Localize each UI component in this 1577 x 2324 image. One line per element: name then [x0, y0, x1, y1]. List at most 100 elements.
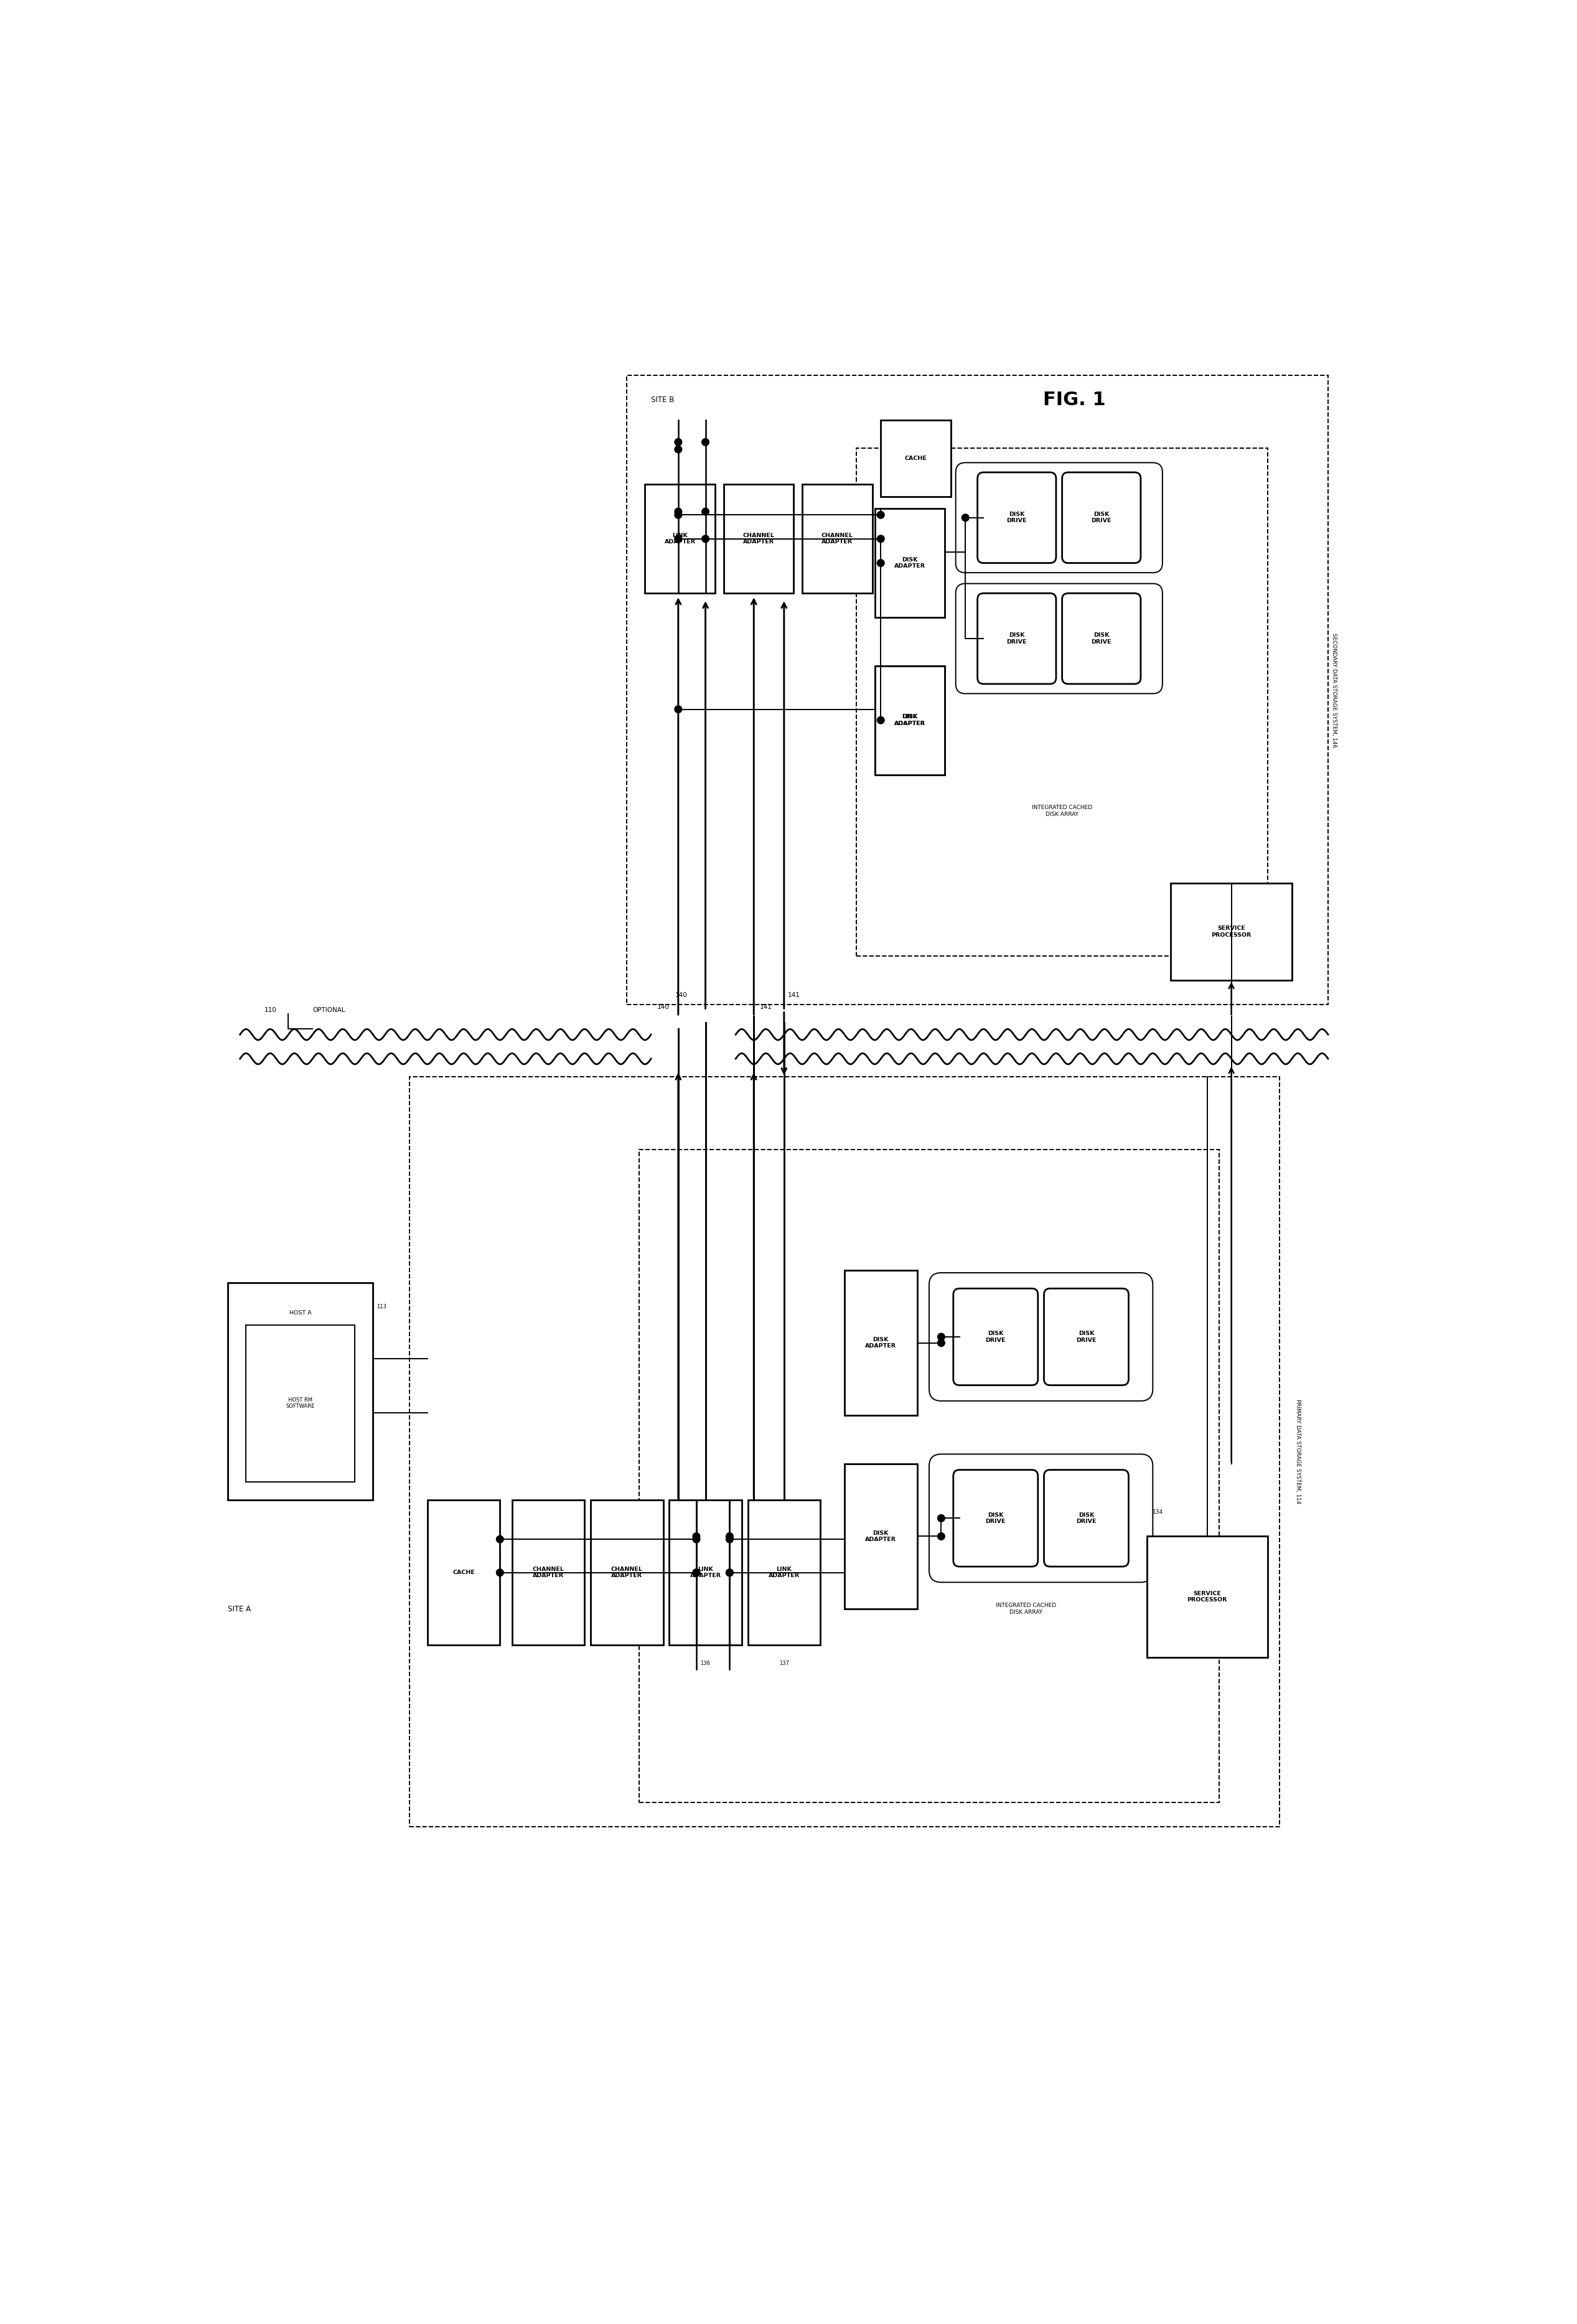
Circle shape [938, 1334, 945, 1341]
Text: 140: 140 [658, 1004, 669, 1011]
Bar [427, 1499, 500, 1645]
Circle shape [725, 1569, 733, 1576]
Bar [410, 1076, 1279, 1827]
Circle shape [702, 439, 710, 446]
Text: 113: 113 [377, 1304, 386, 1308]
Circle shape [675, 446, 681, 453]
Text: SECONDARY DATA STORAGE SYSTEM, 146: SECONDARY DATA STORAGE SYSTEM, 146 [1331, 632, 1337, 748]
Text: CACHE: CACHE [453, 1569, 475, 1576]
Text: DISK
ADAPTER: DISK ADAPTER [894, 713, 926, 725]
Text: LINK
ADAPTER: LINK ADAPTER [689, 1566, 721, 1578]
Circle shape [725, 1569, 733, 1576]
Text: DISK
DRIVE: DISK DRIVE [1006, 632, 1027, 644]
Bar [844, 1464, 916, 1608]
FancyBboxPatch shape [1044, 1287, 1129, 1385]
FancyBboxPatch shape [953, 1287, 1038, 1385]
Text: OPTIONAL: OPTIONAL [312, 1006, 345, 1013]
Circle shape [877, 560, 885, 567]
Text: DISK
DRIVE: DISK DRIVE [1006, 511, 1027, 523]
Circle shape [692, 1536, 700, 1543]
Bar [724, 483, 793, 593]
Circle shape [675, 706, 681, 713]
Circle shape [938, 1339, 945, 1346]
Text: DISK
ADAPTER: DISK ADAPTER [894, 558, 926, 569]
Text: DISK
DRIVE: DISK DRIVE [986, 1513, 1006, 1525]
Circle shape [877, 716, 885, 723]
Text: 136: 136 [700, 1662, 710, 1666]
Circle shape [675, 439, 681, 446]
Circle shape [877, 535, 885, 541]
Circle shape [938, 1515, 945, 1522]
Text: PRIMARY DATA STORAGE SYSTEM, 114: PRIMARY DATA STORAGE SYSTEM, 114 [1295, 1399, 1301, 1504]
Bar [669, 1499, 741, 1645]
Bar [880, 421, 951, 497]
Bar [246, 1325, 355, 1483]
Text: 140: 140 [675, 992, 688, 999]
Circle shape [702, 535, 710, 541]
Text: CHANNEL
ADAPTER: CHANNEL ADAPTER [822, 532, 853, 544]
Circle shape [675, 535, 681, 541]
Text: SITE B: SITE B [651, 395, 675, 404]
Bar [229, 1283, 374, 1499]
Circle shape [725, 1536, 733, 1543]
Bar [875, 665, 945, 774]
Circle shape [938, 1534, 945, 1541]
Bar [1146, 1536, 1268, 1657]
Text: INTEGRATED CACHED
DISK ARRAY: INTEGRATED CACHED DISK ARRAY [995, 1604, 1057, 1615]
Text: 134: 134 [1153, 1508, 1164, 1515]
Text: CHANNEL
ADAPTER: CHANNEL ADAPTER [610, 1566, 643, 1578]
Text: 110: 110 [265, 1006, 276, 1013]
Bar [513, 1499, 585, 1645]
Text: HOST RM
SOFTWARE: HOST RM SOFTWARE [285, 1397, 315, 1408]
Circle shape [692, 1569, 700, 1576]
Text: SITE A: SITE A [229, 1606, 251, 1613]
Text: HOST A: HOST A [289, 1311, 312, 1315]
Text: LINK
ADAPTER: LINK ADAPTER [664, 532, 695, 544]
FancyBboxPatch shape [978, 593, 1057, 683]
FancyBboxPatch shape [1061, 593, 1140, 683]
Text: DISK
DRIVE: DISK DRIVE [1076, 1513, 1096, 1525]
Text: DISK
ADAPTER: DISK ADAPTER [866, 1529, 896, 1543]
Text: DISK
DRIVE: DISK DRIVE [1091, 632, 1112, 644]
Bar [875, 509, 945, 618]
Text: SERVICE
PROCESSOR: SERVICE PROCESSOR [1211, 925, 1252, 939]
Bar [803, 483, 872, 593]
Circle shape [497, 1569, 503, 1576]
Bar [1170, 883, 1292, 981]
Text: 137: 137 [779, 1662, 789, 1666]
Bar [639, 1150, 1219, 1803]
Text: CHANNEL
ADAPTER: CHANNEL ADAPTER [743, 532, 774, 544]
FancyBboxPatch shape [1044, 1469, 1129, 1566]
Circle shape [702, 509, 710, 516]
Bar [875, 665, 945, 774]
FancyBboxPatch shape [953, 1469, 1038, 1566]
Text: LINK
ADAPTER: LINK ADAPTER [768, 1566, 800, 1578]
Circle shape [675, 511, 681, 518]
Bar [844, 1271, 916, 1415]
Text: INTEGRATED CACHED
DISK ARRAY: INTEGRATED CACHED DISK ARRAY [1031, 804, 1093, 818]
Circle shape [877, 511, 885, 518]
Circle shape [962, 514, 968, 521]
Text: 141: 141 [760, 1004, 773, 1011]
Bar [747, 1499, 820, 1645]
Text: DISK
DRIVE: DISK DRIVE [1076, 1332, 1096, 1343]
Text: DISK
ADAPTER: DISK ADAPTER [866, 1336, 896, 1348]
FancyBboxPatch shape [978, 472, 1057, 562]
Text: DISK
DRIVE: DISK DRIVE [986, 1332, 1006, 1343]
Bar [591, 1499, 664, 1645]
Bar [856, 449, 1268, 955]
Text: FIG. 1: FIG. 1 [1042, 390, 1105, 409]
Circle shape [692, 1534, 700, 1541]
Circle shape [675, 509, 681, 516]
Circle shape [692, 1569, 700, 1576]
Bar [628, 376, 1328, 1004]
Text: CACHE: CACHE [905, 456, 927, 460]
FancyBboxPatch shape [1061, 472, 1140, 562]
Text: LINK
ADAPTER: LINK ADAPTER [894, 713, 926, 725]
Text: DISK
DRIVE: DISK DRIVE [1091, 511, 1112, 523]
Circle shape [497, 1536, 503, 1543]
Circle shape [675, 535, 681, 541]
Circle shape [725, 1534, 733, 1541]
Bar [645, 483, 714, 593]
Text: SERVICE
PROCESSOR: SERVICE PROCESSOR [1187, 1590, 1227, 1604]
